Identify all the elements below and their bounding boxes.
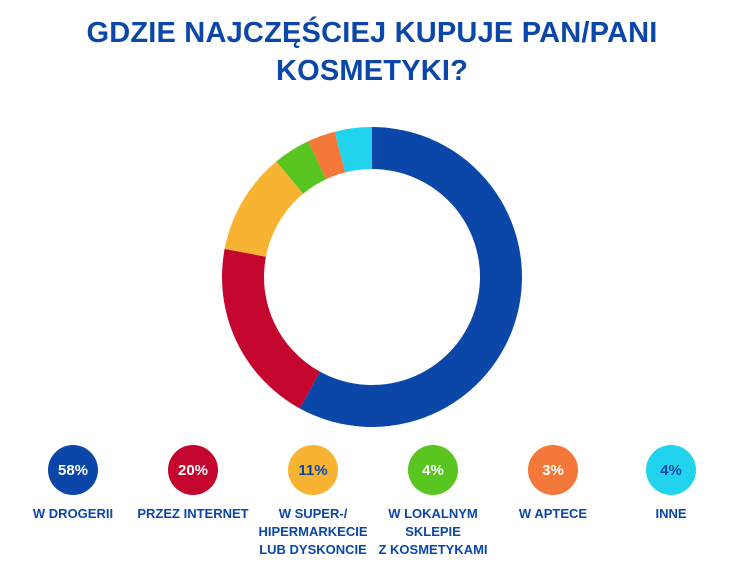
legend-item: 4% INNE <box>601 445 741 523</box>
legend-label: W SUPER-/ HIPERMARKECIE LUB DYSKONCIE <box>258 506 368 557</box>
donut-slice-2 <box>224 161 304 257</box>
donut-chart <box>221 127 522 427</box>
legend-item: 58% W DROGERII <box>3 445 143 523</box>
chart-title: GDZIE NAJCZĘŚCIEJ KUPUJE PAN/PANI KOSMET… <box>0 14 744 90</box>
donut-slice-0 <box>299 127 522 427</box>
donut-slice-1 <box>221 248 320 409</box>
chart-legend: 58% W DROGERII 20% PRZEZ INTERNET 11% W SUPER… <box>0 445 744 575</box>
legend-item: 4% W LOKALNYM SKLEPIE Z KOSMETYKAMI <box>363 445 503 559</box>
donut-slice-4 <box>308 131 346 180</box>
legend-label: INNE <box>655 506 687 521</box>
legend-value-badge: 3% <box>528 445 578 495</box>
chart-title-line1: GDZIE NAJCZĘŚCIEJ KUPUJE PAN/PANI <box>86 17 658 49</box>
legend-value-badge: 4% <box>408 445 458 495</box>
legend-item: 3% W APTECE <box>483 445 623 523</box>
legend-label: PRZEZ INTERNET <box>137 506 249 521</box>
legend-label: W LOKALNYM SKLEPIE Z KOSMETYKAMI <box>378 506 488 557</box>
legend-label: W DROGERII <box>32 506 114 521</box>
donut-slice-3 <box>276 141 327 194</box>
legend-item: 11% W SUPER-/ HIPERMARKECIE LUB DYSKONCIE <box>243 445 383 559</box>
chart-title-line2: KOSMETYKI? <box>275 55 469 87</box>
legend-item: 20% PRZEZ INTERNET <box>123 445 263 523</box>
legend-value-badge: 11% <box>288 445 338 495</box>
legend-value-badge: 4% <box>646 445 696 495</box>
legend-label: W APTECE <box>518 506 588 521</box>
donut-slice-5 <box>334 127 372 173</box>
legend-value-badge: 20% <box>168 445 218 495</box>
legend-value-badge: 58% <box>48 445 98 495</box>
